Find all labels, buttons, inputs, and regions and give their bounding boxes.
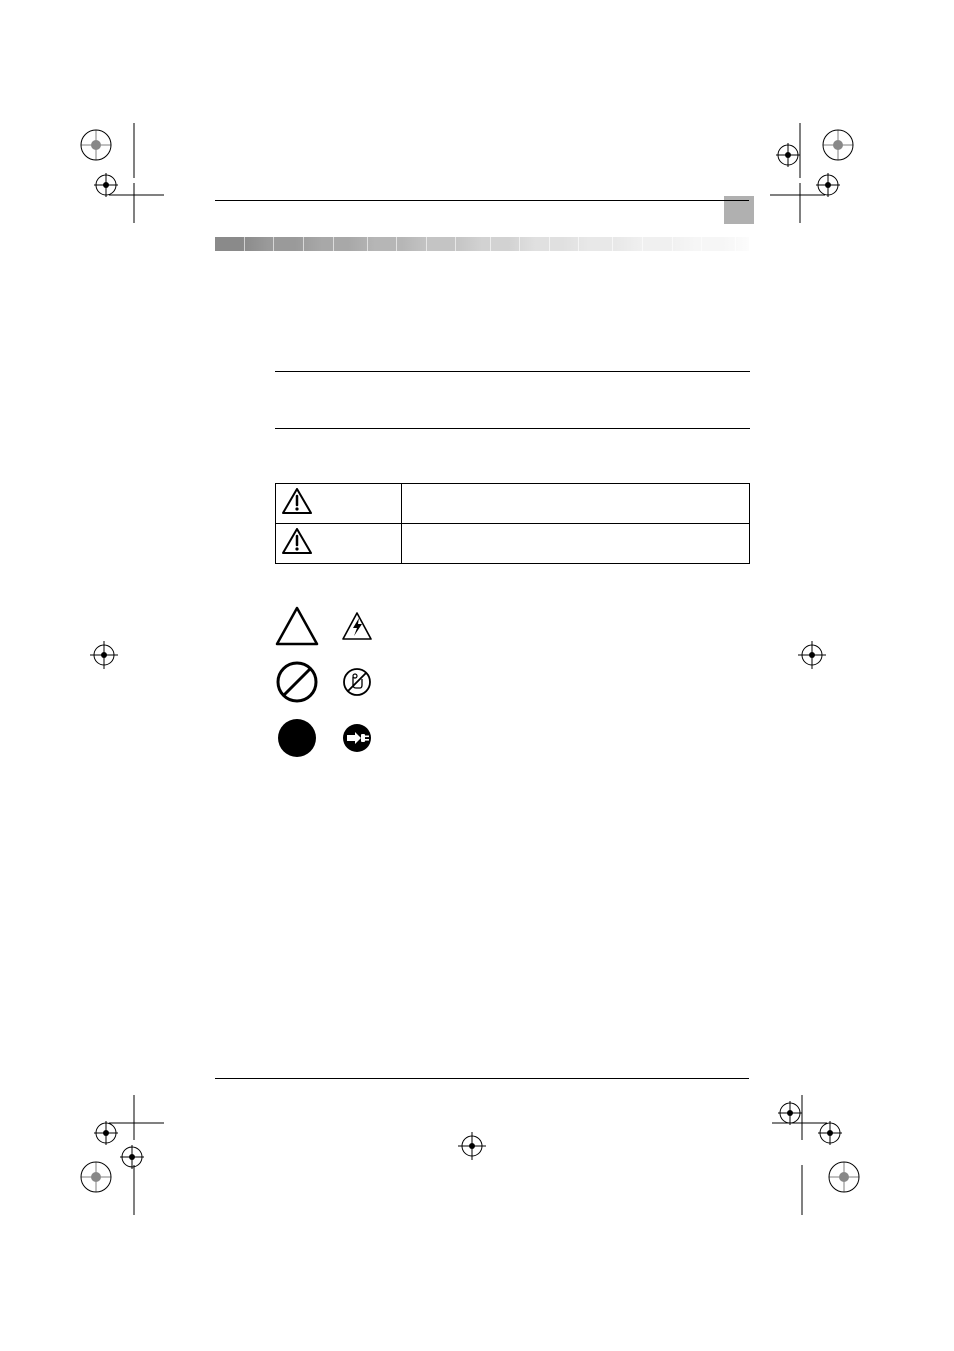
triangle-outline-icon [275, 604, 319, 648]
page-content [215, 200, 749, 760]
cropmark-mid-left [84, 635, 124, 675]
table-row [276, 524, 750, 564]
cropmark-top-left [74, 123, 164, 233]
gradient-bar [215, 237, 749, 251]
cropmark-bottom-left [74, 1085, 164, 1220]
circle-slash-icon [275, 660, 319, 704]
symbol-row-mandatory [275, 716, 750, 760]
triangle-bolt-icon [341, 610, 373, 642]
warning-icon [282, 528, 312, 559]
symbol-row-caution [275, 604, 750, 648]
table-row [276, 484, 750, 524]
caution-label [402, 524, 750, 564]
bottom-rule [215, 1078, 749, 1079]
cropmark-top-right [760, 123, 870, 233]
warning-label [402, 484, 750, 524]
warning-level-table [275, 483, 750, 564]
cropmark-bottom-center [452, 1126, 492, 1166]
circle-no-disassemble-icon [341, 666, 373, 698]
circle-filled-icon [275, 716, 319, 760]
warning-icon [282, 488, 312, 519]
symbol-meaning-block [275, 604, 750, 760]
cropmark-mid-right [792, 635, 832, 675]
intro-paragraph-block [275, 371, 750, 429]
para-rule-2 [275, 428, 750, 429]
symbol-row-prohibited [275, 660, 750, 704]
cropmark-bottom-right [762, 1085, 872, 1220]
top-rule [215, 200, 749, 201]
circle-unplug-icon [341, 722, 373, 754]
